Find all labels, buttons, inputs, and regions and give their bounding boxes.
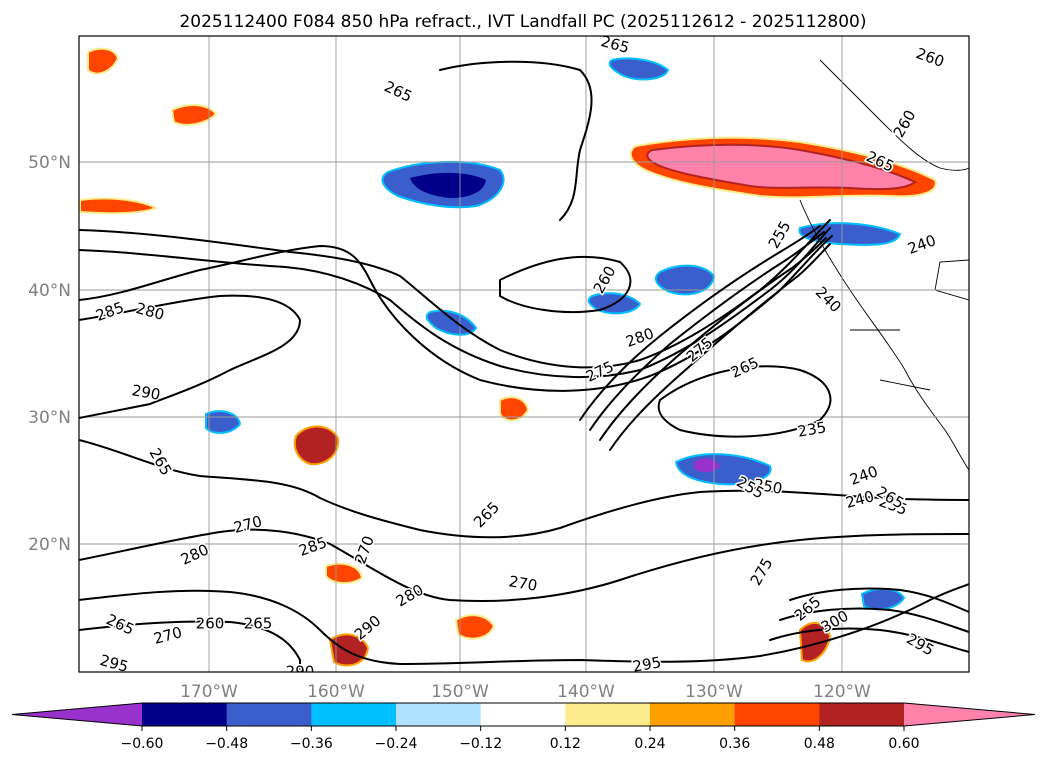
colorbar: −0.60 −0.48 −0.36 −0.24 −0.12 0.12 0.24 0.36 0.4… bbox=[11, 702, 1036, 752]
lon-label-160w: 160°W bbox=[307, 682, 365, 702]
colorbar-ticks: −0.60 −0.48 −0.36 −0.24 −0.12 0.12 0.24 0.36 0.4… bbox=[121, 726, 920, 752]
colorbar-tick-label: 0.48 bbox=[804, 736, 835, 752]
figure-title: 2025112400 F084 850 hPa refract., IVT La… bbox=[179, 12, 866, 32]
shade-pos-blob-west-3 bbox=[170, 104, 218, 126]
shade-neg-blob-subtropic-core bbox=[694, 458, 720, 473]
shade-neg-blob-west-mid bbox=[205, 410, 242, 434]
shade-neg-blob-north-pacific-core bbox=[410, 172, 486, 198]
colorbar-tick-label: 0.24 bbox=[634, 736, 665, 752]
colorbar-tick-label: −0.60 bbox=[121, 736, 164, 752]
colorbar-extension-high bbox=[904, 703, 1035, 726]
colorbar-extension-low bbox=[12, 703, 142, 726]
colorbar-segment bbox=[819, 703, 905, 726]
shade-neg-blob-mid-1 bbox=[654, 264, 716, 296]
lat-label-40n: 40°N bbox=[28, 281, 71, 301]
map-frame bbox=[78, 35, 970, 673]
lon-label-170w: 170°W bbox=[180, 682, 238, 702]
longitude-labels: 170°W 160°W 150°W 140°W 130°W 120°W bbox=[180, 682, 871, 702]
shade-pos-blob-mid bbox=[499, 396, 530, 422]
lat-label-20n: 20°N bbox=[28, 535, 71, 555]
lon-label-130w: 130°W bbox=[685, 682, 743, 702]
gridlines bbox=[79, 36, 969, 672]
colorbar-tick-label: 0.60 bbox=[888, 736, 919, 752]
shaded-regions bbox=[79, 47, 937, 667]
colorbar-tick-label: 0.12 bbox=[550, 736, 581, 752]
colorbar-segment bbox=[396, 703, 482, 726]
colorbar-tick-label: −0.24 bbox=[375, 736, 418, 752]
lat-label-30n: 30°N bbox=[28, 408, 71, 428]
contour-label: 290 bbox=[286, 663, 315, 681]
lon-label-150w: 150°W bbox=[431, 682, 489, 702]
shade-pos-blob-west-4 bbox=[87, 47, 120, 75]
coastline bbox=[799, 59, 969, 471]
contour-label: 265 bbox=[244, 615, 273, 633]
colorbar-segment bbox=[734, 703, 820, 726]
contour-label: 270 bbox=[507, 572, 538, 595]
shade-neg-blob-ne bbox=[608, 57, 670, 81]
colorbar-segment bbox=[565, 703, 651, 726]
shade-pos-blob-south-1 bbox=[328, 633, 370, 667]
colorbar-segment bbox=[480, 703, 566, 726]
lon-label-120w: 120°W bbox=[813, 682, 871, 702]
lat-label-50n: 50°N bbox=[28, 153, 71, 173]
lon-label-140w: 140°W bbox=[557, 682, 615, 702]
colorbar-segments bbox=[11, 702, 1036, 727]
colorbar-segment bbox=[142, 703, 228, 726]
shade-pos-blob-south-3 bbox=[798, 621, 832, 663]
shade-pos-blob-west-2 bbox=[79, 197, 159, 215]
shade-pos-blob-west-1 bbox=[293, 425, 340, 466]
colorbar-segment bbox=[311, 703, 397, 726]
contour-label: 295 bbox=[631, 653, 662, 676]
shade-pos-blob-mid-2 bbox=[325, 562, 364, 584]
colorbar-segment bbox=[226, 703, 312, 726]
colorbar-tick-label: −0.12 bbox=[459, 736, 502, 752]
map-background bbox=[79, 36, 969, 672]
shade-pos-blob-south-2 bbox=[454, 614, 496, 640]
colorbar-tick-label: 0.36 bbox=[719, 736, 750, 752]
contours bbox=[79, 60, 969, 672]
contour-label: 260 bbox=[196, 615, 225, 633]
colorbar-tick-label: −0.36 bbox=[290, 736, 333, 752]
latitude-labels: 50°N 40°N 30°N 20°N bbox=[28, 153, 71, 555]
colorbar-tick-label: −0.48 bbox=[205, 736, 248, 752]
colorbar-segment bbox=[650, 703, 736, 726]
